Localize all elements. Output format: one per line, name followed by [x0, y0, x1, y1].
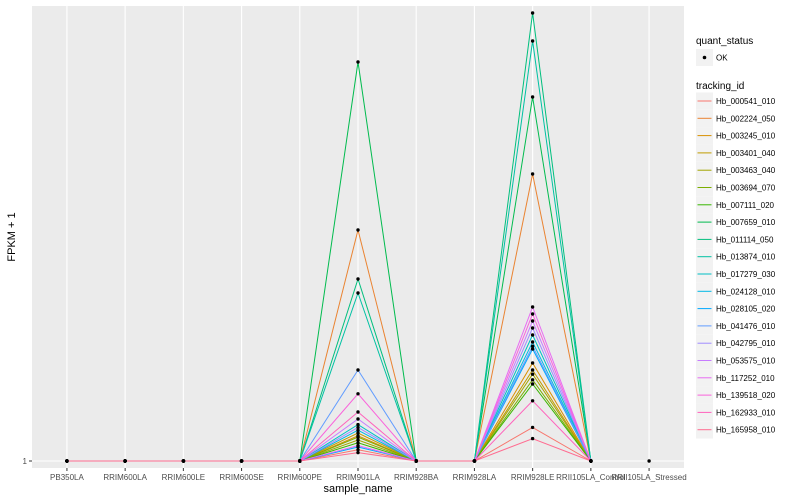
data-point — [356, 368, 360, 372]
data-point — [356, 392, 360, 396]
data-point — [472, 459, 477, 463]
data-point — [530, 333, 535, 337]
data-point — [530, 347, 535, 351]
legend-label: Hb_165958_010 — [716, 426, 776, 435]
legend-label: Hb_041476_010 — [716, 322, 776, 331]
data-point — [530, 172, 535, 176]
data-point — [530, 11, 535, 15]
data-point — [356, 417, 360, 421]
x-axis: PB350LA RRIM600LA RRIM600LE RRIM600SE RRIM60… — [50, 468, 687, 482]
data-point — [530, 305, 535, 309]
data-point — [356, 428, 360, 432]
legend-label: Hb_024128_010 — [716, 287, 776, 296]
legend-label: Hb_017279_030 — [716, 270, 776, 279]
data-point — [530, 399, 535, 403]
legend-quant-status-title: quant_status — [696, 36, 753, 47]
series-line — [66, 438, 592, 462]
y-tick-label: 1 — [23, 457, 28, 466]
data-point — [181, 459, 186, 463]
x-tick-label: RRIM928LA — [453, 473, 497, 482]
data-point — [123, 459, 127, 463]
legend-label: Hb_003463_040 — [716, 166, 776, 175]
legend-label: Hb_162933_010 — [716, 408, 776, 417]
data-point — [356, 410, 360, 414]
grid-lines — [32, 6, 684, 468]
data-point — [530, 95, 535, 99]
legend-label: Hb_011114_050 — [716, 235, 774, 244]
x-tick-label: RRII105LA_Stressed — [611, 473, 686, 482]
legend-label: Hb_117252_010 — [716, 374, 775, 383]
x-tick-label: RRIM600LA — [103, 473, 147, 482]
legend-label: Hb_003401_040 — [716, 149, 776, 158]
legend-label: Hb_053575_010 — [716, 357, 776, 366]
legend-point-key — [702, 55, 707, 60]
x-tick-label: RRIM928LE — [511, 473, 555, 482]
data-point — [530, 425, 535, 430]
data-point — [356, 291, 360, 295]
data-point — [647, 459, 651, 463]
legend: quant_status tracking_id OK Hb_000541_010… — [696, 36, 776, 439]
data-point — [65, 459, 69, 463]
legend-label: Hb_028105_020 — [716, 305, 776, 314]
data-point — [530, 378, 535, 382]
x-tick-label: RRIM600SE — [219, 473, 263, 482]
legend-label: Hb_007111_020 — [716, 201, 775, 210]
legend-label: Hb_139518_020 — [716, 391, 776, 400]
data-point — [298, 459, 302, 463]
data-point — [530, 319, 535, 323]
data-point — [530, 340, 535, 344]
data-point — [589, 459, 593, 463]
data-point — [530, 39, 535, 43]
legend-label: OK — [716, 54, 728, 63]
x-tick-label: RRIM600PE — [278, 473, 322, 482]
data-point — [414, 459, 418, 463]
legend-label: Hb_002224_050 — [716, 114, 776, 123]
legend-label: Hb_000541_010 — [716, 97, 776, 106]
legend-label: Hb_003694_070 — [716, 184, 776, 193]
data-point — [356, 431, 360, 435]
x-tick-label: PB350LA — [50, 473, 84, 482]
legend-label: Hb_013874_010 — [716, 253, 776, 262]
legend-label: Hb_007659_010 — [716, 218, 776, 227]
data-point — [530, 368, 535, 372]
x-tick-label: RRIM600LE — [162, 473, 206, 482]
legend-label: Hb_042795_010 — [716, 339, 776, 348]
data-point — [530, 382, 535, 386]
data-point — [356, 228, 360, 232]
y-axis: 1 — [23, 457, 32, 466]
data-point — [530, 326, 535, 330]
x-tick-label: RRIM901LA — [336, 473, 380, 482]
data-point — [530, 312, 535, 316]
legend-label: Hb_003245_010 — [716, 132, 776, 141]
x-tick-label: RRII105LA_Control — [556, 473, 626, 482]
legend-tracking-id-title: tracking_id — [696, 81, 744, 92]
data-point — [356, 438, 360, 442]
data-point — [356, 448, 360, 452]
data-point — [530, 361, 535, 365]
data-point — [356, 425, 360, 430]
data-point — [356, 435, 360, 439]
data-point — [356, 60, 360, 64]
data-points — [65, 11, 651, 463]
x-axis-title: sample_name — [323, 483, 392, 495]
data-point — [239, 459, 244, 463]
x-tick-label: RRIM928BA — [394, 473, 439, 482]
data-point — [530, 344, 535, 348]
data-point — [356, 450, 360, 455]
data-point — [356, 277, 360, 281]
data-point — [530, 436, 535, 441]
series-lines — [66, 12, 592, 462]
data-point — [356, 422, 360, 427]
data-point — [356, 441, 360, 445]
y-axis-title: FPKM + 1 — [6, 212, 18, 261]
data-point — [530, 372, 535, 376]
data-point — [356, 443, 360, 448]
